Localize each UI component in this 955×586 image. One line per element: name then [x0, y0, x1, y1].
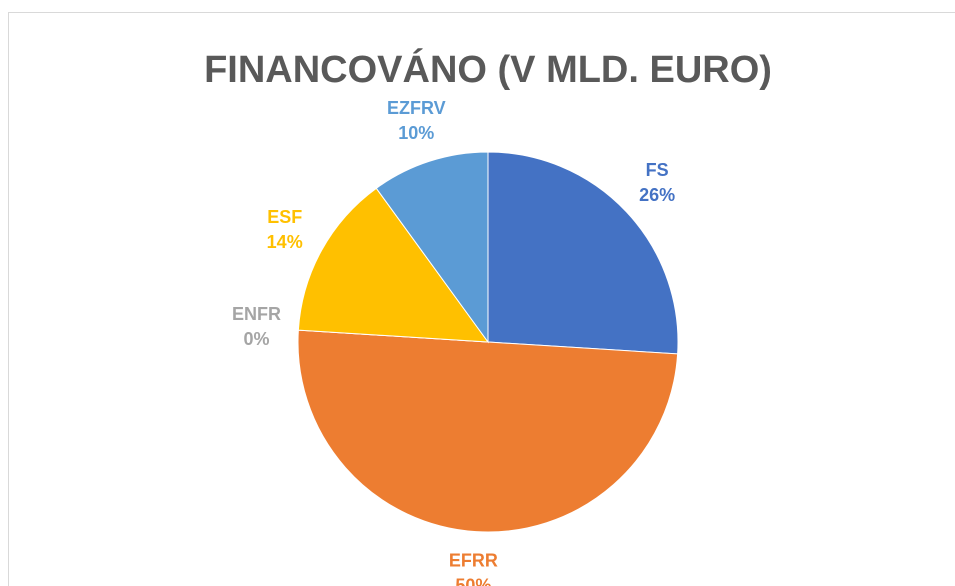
pie-slice [375, 151, 489, 344]
data-label-name: EFRR [449, 550, 498, 570]
data-label-name: ENFR [232, 304, 281, 324]
chart-border [8, 12, 955, 586]
data-label-name: FS [646, 160, 669, 180]
pie-slice [297, 187, 490, 343]
data-label-value: 26% [639, 185, 675, 205]
chart-title: FINANCOVÁNO (V MLD. EURO) [204, 47, 772, 91]
data-label-name: EZFRV [387, 98, 446, 118]
data-label-value: 0% [243, 329, 269, 349]
pie-slice [487, 151, 679, 355]
data-label-value: 10% [398, 123, 434, 143]
data-label-value: 50% [455, 575, 491, 586]
pie-slice [297, 329, 679, 533]
data-label-value: 14% [267, 232, 303, 252]
data-label-name: ESF [267, 207, 302, 227]
